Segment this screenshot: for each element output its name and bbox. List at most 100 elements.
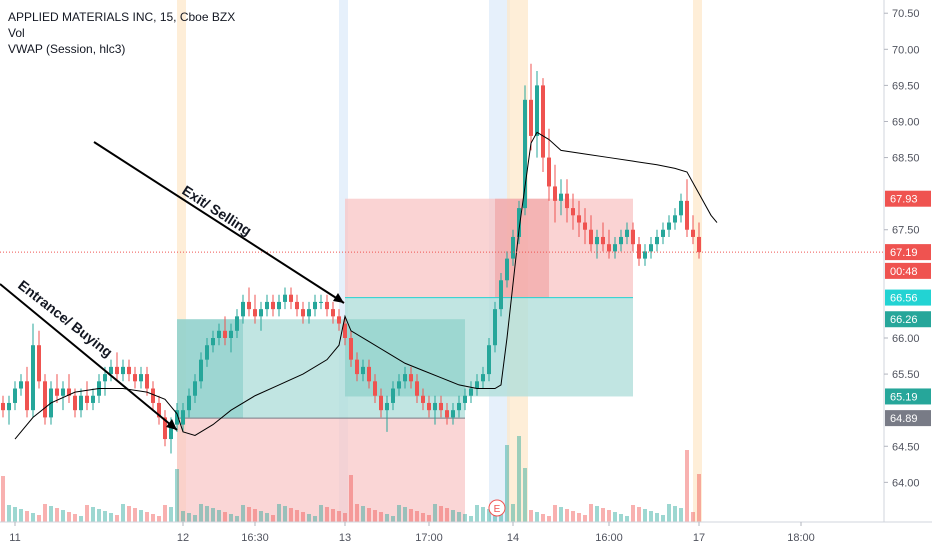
candle-body bbox=[79, 395, 83, 411]
volume-bar bbox=[313, 516, 317, 522]
candle-body bbox=[103, 374, 107, 382]
time-tick-label: 18:00 bbox=[787, 532, 815, 544]
candle-body bbox=[343, 323, 347, 338]
volume-bar bbox=[619, 514, 623, 522]
candle-body bbox=[145, 374, 149, 389]
volume-indicator-label[interactable]: Vol bbox=[8, 26, 25, 40]
candle-body bbox=[355, 359, 359, 375]
volume-bar bbox=[283, 506, 287, 522]
vwap-indicator-label[interactable]: VWAP (Session, hlc3) bbox=[8, 42, 126, 56]
candle-body bbox=[91, 395, 95, 403]
candle bbox=[367, 359, 371, 389]
volume-bar bbox=[475, 505, 479, 522]
volume-bar bbox=[331, 509, 335, 522]
candle-body bbox=[319, 301, 323, 303]
volume-bar bbox=[679, 508, 683, 522]
candle bbox=[439, 395, 443, 418]
candle bbox=[109, 359, 113, 382]
volume-bar bbox=[19, 509, 23, 522]
short-loss-zone bbox=[345, 198, 633, 298]
candle bbox=[67, 374, 71, 403]
candle bbox=[679, 193, 683, 223]
candle-body bbox=[667, 222, 671, 230]
candle bbox=[427, 395, 431, 418]
candle-body bbox=[19, 381, 23, 389]
candle bbox=[121, 359, 125, 382]
candle-body bbox=[469, 388, 473, 396]
candle-body bbox=[541, 85, 545, 158]
candle-body bbox=[553, 186, 557, 201]
candle bbox=[211, 330, 215, 353]
candle-body bbox=[613, 244, 617, 252]
candle bbox=[85, 381, 89, 411]
candle bbox=[637, 236, 641, 266]
candle bbox=[157, 395, 161, 425]
volume-bar bbox=[655, 513, 659, 522]
volume-bar bbox=[85, 505, 89, 522]
candle bbox=[61, 381, 65, 411]
volume-bar bbox=[643, 509, 647, 522]
candle bbox=[241, 294, 245, 324]
volume-bar bbox=[295, 510, 299, 522]
price-tag bbox=[885, 311, 931, 328]
candle-body bbox=[373, 381, 377, 396]
candle-body bbox=[217, 330, 221, 338]
price-tick-label: 69.00 bbox=[892, 116, 920, 128]
volume-bar bbox=[691, 512, 695, 522]
candle-body bbox=[661, 229, 665, 237]
candle-body bbox=[67, 388, 71, 396]
volume-bar bbox=[265, 513, 269, 522]
volume-bar bbox=[151, 514, 155, 522]
candle bbox=[37, 330, 41, 389]
candle bbox=[487, 338, 491, 382]
symbol-title[interactable]: APPLIED MATERIALS INC, 15, Cboe BZX bbox=[8, 10, 236, 24]
candle-body bbox=[271, 301, 275, 310]
volume-bar bbox=[199, 504, 203, 522]
candle bbox=[505, 251, 509, 288]
candle bbox=[223, 316, 227, 346]
candle bbox=[91, 388, 95, 411]
volume-bar bbox=[589, 504, 593, 522]
volume-bar bbox=[73, 514, 77, 522]
candle-body bbox=[601, 236, 605, 245]
candle-body bbox=[535, 85, 539, 136]
candle bbox=[163, 410, 167, 447]
candle bbox=[601, 222, 605, 252]
candle-body bbox=[289, 294, 293, 302]
candle bbox=[469, 381, 473, 403]
volume-bar bbox=[385, 514, 389, 522]
volume-bar bbox=[595, 506, 599, 522]
candle-body bbox=[403, 374, 407, 382]
candle-body bbox=[493, 309, 497, 346]
candle-body bbox=[61, 388, 65, 396]
candle-body bbox=[73, 395, 77, 411]
volume-bar bbox=[457, 512, 461, 522]
candle-body bbox=[241, 301, 245, 317]
time-tick-label: 17 bbox=[693, 532, 705, 544]
price-tick-label: 70.50 bbox=[892, 8, 920, 20]
volume-bar bbox=[133, 508, 137, 522]
candle-body bbox=[349, 338, 353, 360]
candle bbox=[577, 200, 581, 237]
candle bbox=[259, 301, 263, 331]
volume-bar bbox=[451, 510, 455, 522]
candle bbox=[553, 164, 557, 223]
candle bbox=[193, 374, 197, 403]
candle-body bbox=[247, 301, 251, 310]
candle-body bbox=[457, 402, 461, 411]
candle bbox=[529, 63, 533, 151]
exit-arrow-line bbox=[93, 141, 345, 304]
volume-bar bbox=[229, 514, 233, 522]
volume-bar bbox=[211, 508, 215, 522]
volume-bar bbox=[613, 512, 617, 522]
volume-bar bbox=[571, 511, 575, 522]
volume-bar bbox=[397, 505, 401, 522]
candle bbox=[445, 402, 449, 425]
candle-body bbox=[235, 316, 239, 331]
candle bbox=[313, 294, 317, 317]
volume-bar bbox=[271, 515, 275, 522]
time-tick-label: 14 bbox=[507, 532, 519, 544]
candle-body bbox=[367, 366, 371, 382]
entrance-buying-label: Entrance/ Buying bbox=[15, 277, 116, 360]
